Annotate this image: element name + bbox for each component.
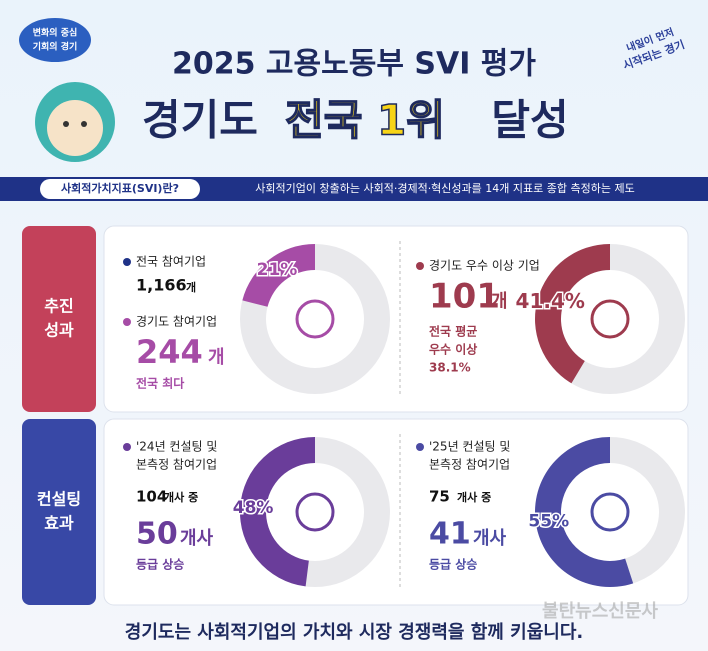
item-note: 38.1% [429, 361, 471, 375]
headline-highlight: 전국 1위 [285, 96, 445, 145]
item-label: 본측정 참여기업 [136, 458, 217, 472]
logo-left-text: 기회의 경기 [33, 41, 78, 53]
section-label: 추진 [44, 297, 73, 316]
bullet [123, 318, 131, 326]
mascot-eye [81, 121, 87, 127]
definition-text: 사회적기업이 창출하는 사회적·경제적·혁신성과를 14개 지표로 종합 측정하… [255, 181, 634, 195]
bullet [416, 262, 424, 270]
watermark: 불탄뉴스신문사 [542, 601, 658, 622]
item-unit: 개사 중 [164, 490, 198, 504]
logo-left-text: 변화의 중심 [33, 27, 78, 39]
item-note: 우수 이상 [429, 342, 477, 357]
item-label: '25년 컨설팅 및 [429, 440, 510, 454]
donut-label: 55% [528, 512, 569, 532]
definition-label: 사회적가치지표(SVI)란? [61, 181, 179, 195]
item-number: 1,166 [136, 276, 187, 295]
icon [590, 299, 630, 339]
section-label: 컨설팅 [37, 490, 81, 509]
mascot-eye [63, 121, 69, 127]
panel [103, 418, 689, 606]
donut-label: 41.4% [516, 289, 585, 313]
icon [295, 492, 335, 532]
item-note: 전국 평균 [429, 324, 477, 339]
item-unit: 개 [186, 280, 196, 294]
item-unit: 개 [491, 291, 508, 312]
donut-arc [242, 244, 315, 307]
definition-pill [40, 179, 200, 199]
mascot-face [47, 100, 103, 156]
headline: 달성 [491, 96, 568, 145]
logo-left-badge [19, 18, 91, 62]
item-unit: 개사 [180, 528, 214, 549]
item-number: 41 [429, 517, 471, 552]
item-unit: 개사 중 [457, 490, 491, 504]
section-label-box [22, 226, 96, 412]
donut-arc [535, 244, 610, 384]
item-label: 경기도 참여기업 [136, 315, 217, 329]
bullet [123, 443, 131, 451]
item-number: 50 [136, 517, 178, 552]
headline: 경기도 [142, 96, 258, 145]
item-note: 등급 상승 [429, 557, 477, 572]
section-label: 성과 [44, 321, 74, 340]
item-note: 전국 최다 [136, 376, 184, 391]
footer: 경기도는 사회적기업의 가치와 시장 경쟁력을 함께 키웁니다. [125, 621, 583, 643]
item-number: 104 [136, 488, 167, 506]
donut-arc [535, 437, 634, 587]
item-number: 101 [429, 277, 500, 317]
item-label: 전국 참여기업 [136, 255, 206, 269]
icon [590, 492, 630, 532]
donut-label: 48% [233, 498, 274, 518]
item-unit: 개사 [473, 528, 507, 549]
section-label: 효과 [44, 514, 74, 533]
donut-arc [239, 437, 315, 587]
bullet [123, 258, 131, 266]
panel [103, 225, 689, 413]
item-label: 본측정 참여기업 [429, 458, 510, 472]
item-unit: 개 [208, 347, 225, 368]
icon [295, 299, 335, 339]
item-label: '24년 컨설팅 및 [136, 440, 217, 454]
item-number: 75 [429, 488, 450, 506]
item-number: 244 [136, 333, 203, 371]
item-label: 경기도 우수 이상 기업 [429, 259, 540, 273]
item-note: 등급 상승 [136, 557, 184, 572]
bullet [416, 443, 424, 451]
donut-label: 21% [257, 260, 298, 280]
title: 2025 고용노동부 SVI 평가 [172, 47, 536, 82]
section-label-box [22, 419, 96, 605]
